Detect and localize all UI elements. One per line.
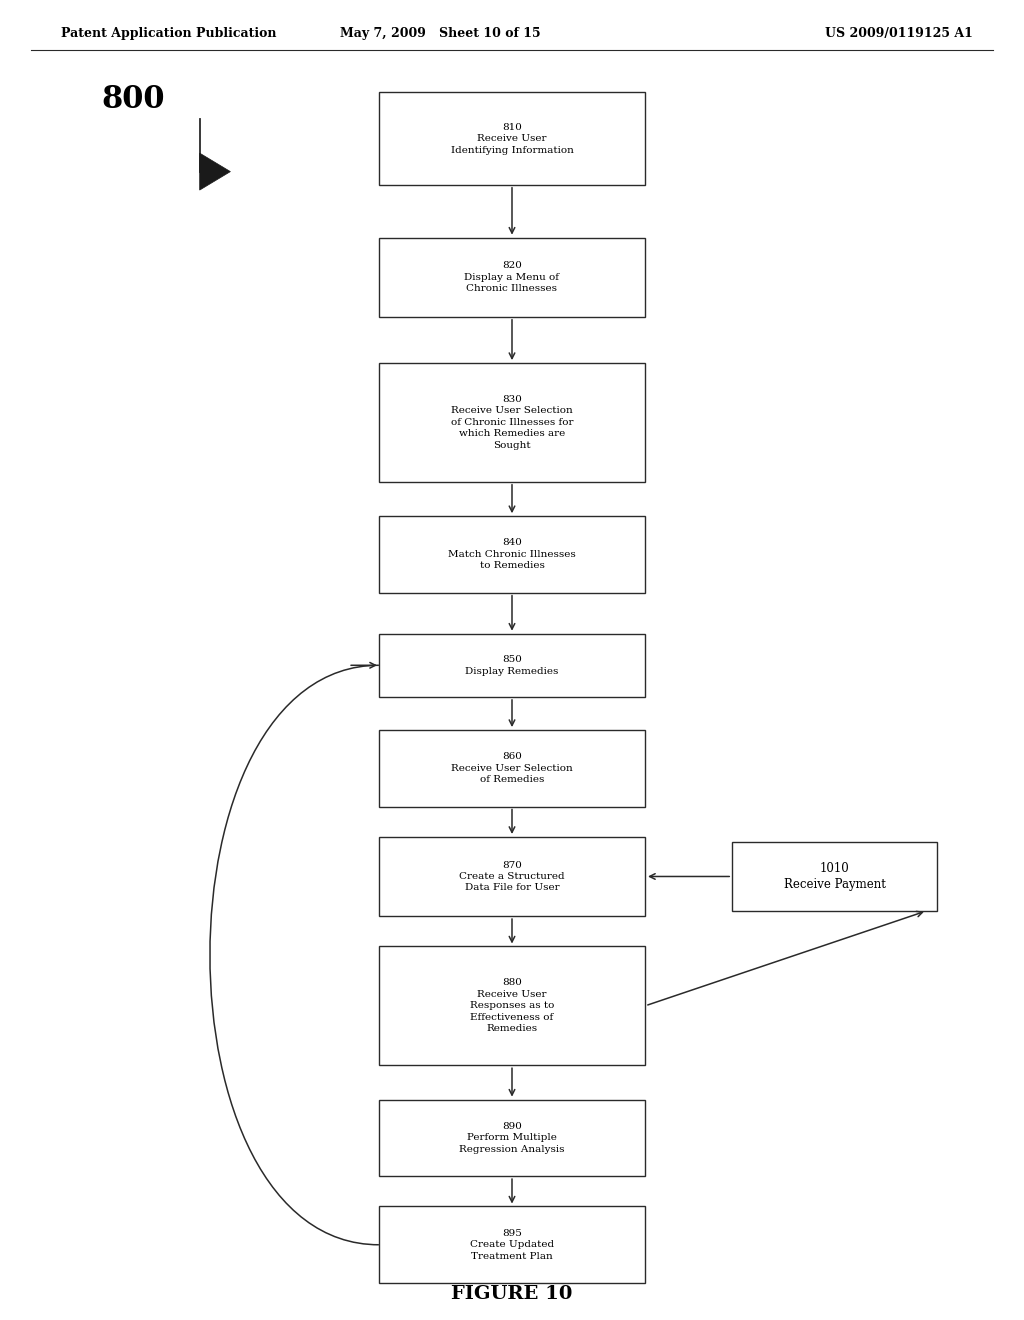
FancyBboxPatch shape [379, 1206, 645, 1283]
Text: 850
Display Remedies: 850 Display Remedies [465, 655, 559, 676]
Text: 840
Match Chronic Illnesses
to Remedies: 840 Match Chronic Illnesses to Remedies [449, 539, 575, 570]
Text: May 7, 2009   Sheet 10 of 15: May 7, 2009 Sheet 10 of 15 [340, 26, 541, 40]
Polygon shape [200, 153, 230, 190]
Text: 1010
Receive Payment: 1010 Receive Payment [783, 862, 886, 891]
Text: 860
Receive User Selection
of Remedies: 860 Receive User Selection of Remedies [452, 752, 572, 784]
FancyBboxPatch shape [379, 1100, 645, 1176]
Text: 820
Display a Menu of
Chronic Illnesses: 820 Display a Menu of Chronic Illnesses [465, 261, 559, 293]
FancyBboxPatch shape [732, 842, 937, 911]
Text: 895
Create Updated
Treatment Plan: 895 Create Updated Treatment Plan [470, 1229, 554, 1261]
FancyBboxPatch shape [379, 634, 645, 697]
Text: 810
Receive User
Identifying Information: 810 Receive User Identifying Information [451, 123, 573, 154]
Text: 830
Receive User Selection
of Chronic Illnesses for
which Remedies are
Sought: 830 Receive User Selection of Chronic Il… [451, 395, 573, 450]
Text: US 2009/0119125 A1: US 2009/0119125 A1 [825, 26, 973, 40]
FancyBboxPatch shape [379, 92, 645, 185]
Text: FIGURE 10: FIGURE 10 [452, 1284, 572, 1303]
FancyBboxPatch shape [379, 238, 645, 317]
Text: 890
Perform Multiple
Regression Analysis: 890 Perform Multiple Regression Analysis [459, 1122, 565, 1154]
Text: 870
Create a Structured
Data File for User: 870 Create a Structured Data File for Us… [459, 861, 565, 892]
FancyBboxPatch shape [379, 946, 645, 1065]
Text: 880
Receive User
Responses as to
Effectiveness of
Remedies: 880 Receive User Responses as to Effecti… [470, 978, 554, 1034]
Text: Patent Application Publication: Patent Application Publication [61, 26, 276, 40]
FancyBboxPatch shape [379, 363, 645, 482]
FancyBboxPatch shape [379, 516, 645, 593]
FancyBboxPatch shape [379, 730, 645, 807]
Text: 800: 800 [101, 83, 165, 115]
FancyBboxPatch shape [379, 837, 645, 916]
